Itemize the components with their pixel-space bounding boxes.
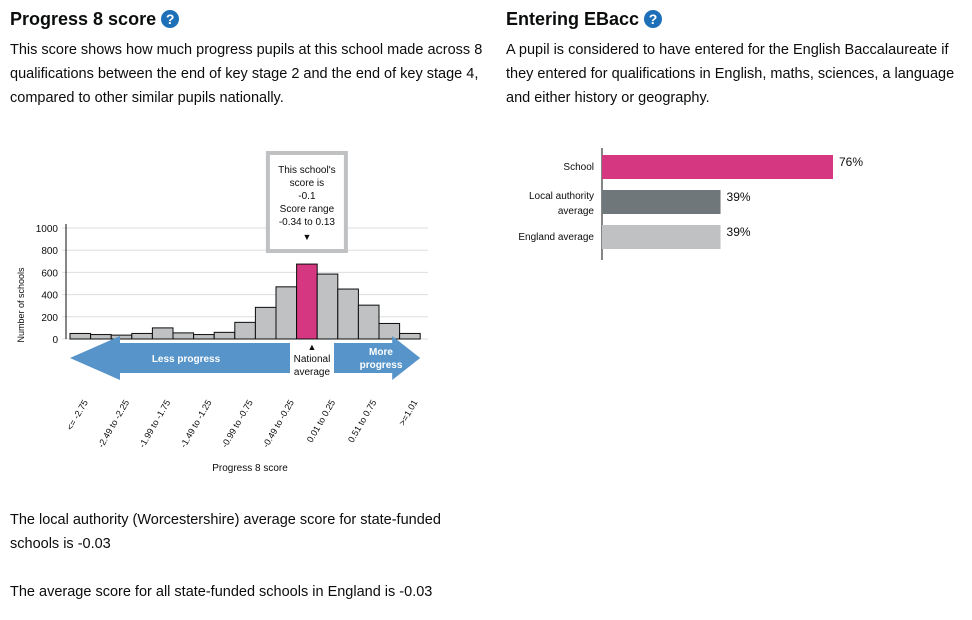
histogram-bar: [234, 321, 256, 340]
less-progress-label: Less progress: [152, 354, 221, 365]
ebacc-category-label: Local authority: [529, 191, 594, 202]
histogram-bar: [131, 332, 153, 340]
histogram-bar: [110, 334, 133, 340]
more-progress-label: progress: [360, 360, 403, 371]
x-tick-label: 0.01 to 0.25: [305, 398, 337, 444]
y-tick-label: 600: [41, 268, 58, 279]
more-progress-arrow: [334, 336, 421, 380]
y-tick-label: 1000: [36, 224, 59, 235]
x-tick-label: -1.49 to -1.25: [178, 398, 213, 449]
y-tick-label: 400: [41, 291, 58, 302]
histogram-bar: [296, 263, 318, 340]
x-tick-label: -0.99 to -0.75: [219, 398, 254, 449]
school-score-text: -0.1: [298, 191, 316, 202]
ebacc-bar: [602, 190, 721, 214]
histogram-bar: [69, 332, 92, 340]
ebacc-title: Entering EBacc: [506, 9, 640, 29]
ebacc-bar: [602, 225, 721, 249]
histogram-bar: [151, 327, 174, 340]
school-score-text: score is: [290, 178, 324, 189]
histogram-bar: [275, 286, 298, 340]
national-average-marker: ▲: [308, 342, 317, 352]
less-progress-arrow: [70, 336, 290, 380]
y-tick-label: 800: [41, 246, 58, 257]
ebacc-category-label: average: [558, 206, 595, 217]
progress8-description: This score shows how much progress pupil…: [10, 42, 483, 106]
school-score-box: [265, 151, 348, 253]
x-tick-label: 0.51 to 0.75: [346, 398, 378, 444]
x-tick-label: <= -2.75: [65, 398, 90, 432]
histogram-bar: [378, 322, 401, 340]
histogram-bar: [213, 331, 236, 340]
x-tick-label: -1.99 to -1.75: [137, 398, 172, 449]
ebacc-heading: Entering EBacc ?: [506, 8, 966, 30]
ebacc-category-label: School: [563, 162, 594, 173]
help-icon[interactable]: ?: [644, 10, 663, 28]
help-icon[interactable]: ?: [161, 10, 180, 28]
ebacc-value-label: 76%: [839, 155, 863, 169]
histogram-bar: [172, 332, 195, 340]
england-average-text: The average score for all state-funded s…: [10, 584, 433, 600]
progress8-heading: Progress 8 score ?: [10, 8, 490, 30]
ebacc-description: A pupil is considered to have entered fo…: [506, 42, 955, 106]
y-tick-label: 0: [52, 335, 58, 346]
x-tick-label: -2.49 to -2.25: [96, 398, 131, 449]
histogram-bar: [399, 332, 421, 340]
progress8-title: Progress 8 score: [10, 9, 157, 29]
ebacc-section: Entering EBacc ? A pupil is considered t…: [506, 0, 966, 110]
progress8-section: Progress 8 score ? This score shows how …: [10, 0, 490, 110]
histogram-bar: [193, 334, 215, 340]
ebacc-bar-chart: 76% School 39% Local authority average 39% Eng…: [518, 148, 863, 260]
x-axis-label: Progress 8 score: [212, 463, 288, 474]
histogram-bar: [90, 334, 112, 340]
la-average-text: The local authority (Worcestershire) ave…: [10, 512, 441, 552]
histogram-bar: [337, 288, 359, 340]
school-score-text: -0.34 to 0.13: [279, 217, 336, 228]
y-axis-label: Number of schools: [16, 267, 26, 343]
y-tick-label: 200: [41, 313, 58, 324]
ebacc-bar: [602, 155, 833, 179]
school-score-text: Score range: [280, 204, 335, 215]
more-progress-label: More: [369, 347, 393, 358]
x-tick-label: -0.49 to -0.25: [261, 398, 296, 449]
progress8-histogram: 0 200 400 600 800 1000 Number of schools This s…: [16, 151, 428, 474]
histogram-bar: [316, 273, 339, 340]
histogram-bar: [254, 306, 277, 340]
x-tick-label: >=1.01: [397, 398, 420, 427]
ebacc-value-label: 39%: [727, 190, 751, 204]
school-marker: ▼: [302, 232, 311, 242]
national-average-label: average: [294, 367, 331, 378]
ebacc-category-label: England average: [518, 232, 594, 243]
school-score-text: This school's: [278, 165, 336, 176]
histogram-bar: [357, 304, 380, 340]
ebacc-value-label: 39%: [727, 225, 751, 239]
national-average-label: National: [294, 354, 331, 365]
